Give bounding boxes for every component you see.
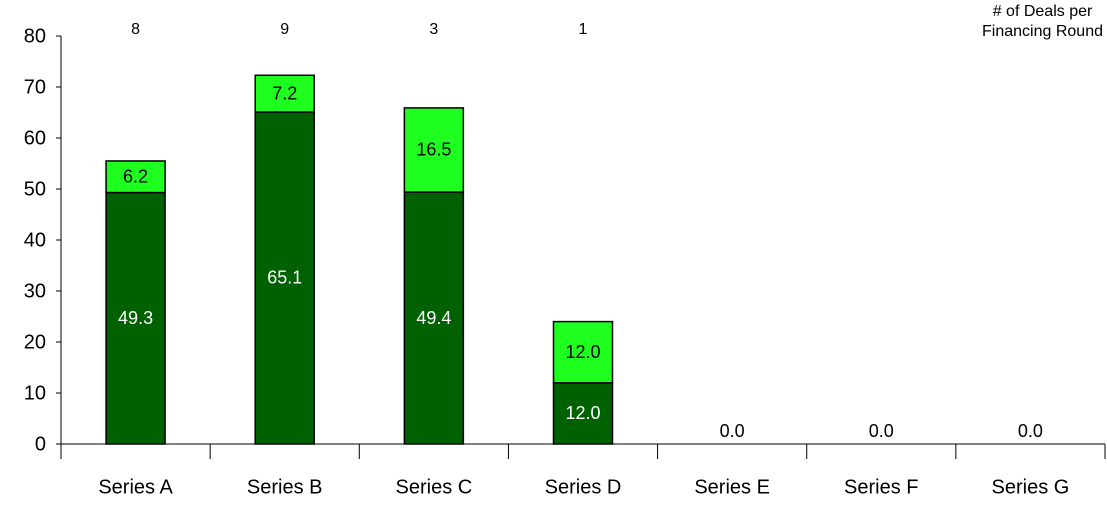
y-tick-label: 30: [24, 280, 46, 302]
deal-count-label: 9: [280, 21, 289, 38]
x-tick-label: Series F: [844, 476, 918, 498]
y-tick-label: 60: [24, 127, 46, 149]
y-tick-label: 20: [24, 331, 46, 353]
bar-value-label: 0.0: [1018, 421, 1043, 441]
y-tick-label: 80: [24, 25, 46, 47]
deal-count-label: 3: [429, 21, 438, 38]
y-tick-label: 10: [24, 382, 46, 404]
y-tick-label: 40: [24, 229, 46, 251]
x-tick-label: Series G: [992, 476, 1070, 498]
x-tick-label: Series B: [247, 476, 323, 498]
x-tick-label: Series D: [545, 476, 622, 498]
deal-count-legend-line2: Financing Round: [982, 23, 1103, 40]
bar-value-label: 16.5: [416, 140, 451, 160]
x-tick-label: Series E: [694, 476, 770, 498]
bar-value-label: 6.2: [123, 167, 148, 187]
bar-segment-bottom: [552, 382, 614, 445]
bar-value-label: 12.0: [565, 342, 600, 362]
bar-value-label: 49.3: [118, 308, 153, 328]
bar-value-label: 49.4: [416, 308, 451, 328]
x-tick-label: Series A: [98, 476, 173, 498]
y-tick-label: 50: [24, 178, 46, 200]
bar-segment-bottom: [403, 191, 465, 445]
deal-count-label: 1: [579, 21, 588, 38]
bar-value-label: 12.0: [565, 403, 600, 423]
bar-value-label: 0.0: [720, 421, 745, 441]
bar-segment-top: [552, 320, 614, 384]
bar-value-label: 65.1: [267, 268, 302, 288]
x-tick-label: Series C: [396, 476, 473, 498]
bar-value-label: 7.2: [272, 83, 297, 103]
bar-segment-top: [254, 74, 315, 113]
bar-segment-top: [105, 160, 166, 194]
y-tick-label: 0: [35, 433, 46, 455]
bar-value-label: 0.0: [869, 421, 894, 441]
deal-count-label: 8: [131, 21, 140, 38]
bar-segment-bottom: [254, 111, 315, 445]
y-tick-label: 70: [24, 76, 46, 98]
deal-count-legend-line1: # of Deals per: [992, 3, 1093, 20]
deal-count-legend: # of Deals per Financing Round: [982, 2, 1103, 42]
bar-segment-top: [403, 107, 465, 193]
